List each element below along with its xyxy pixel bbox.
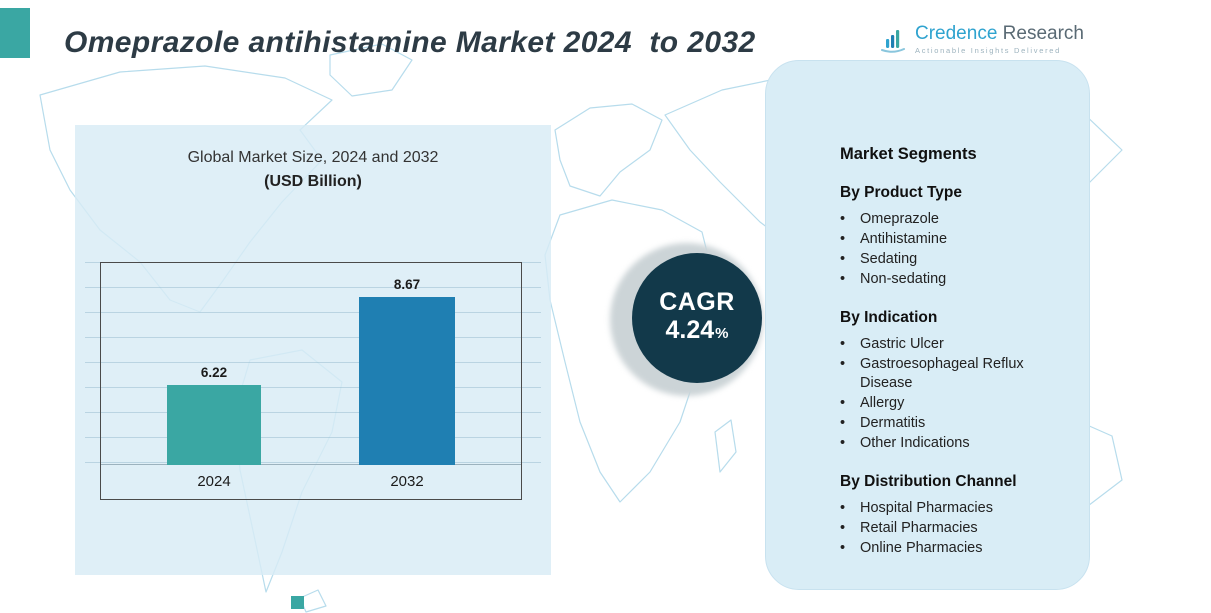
bar-2032 [359, 296, 455, 465]
segment-item: • Online Pharmacies [840, 539, 1061, 558]
segment-item: • Gastroesophageal Reflux Disease [840, 355, 1061, 393]
bottom-accent-square [291, 596, 304, 609]
bar-group-2024: 6.22 2024 [167, 263, 261, 490]
bullet-icon: • [840, 415, 846, 431]
segment-item: • Gastric Ulcer [840, 335, 1061, 354]
cagr-percent-sign: % [715, 325, 729, 342]
bullet-icon: • [840, 231, 846, 247]
chart-subtitle: (USD Billion) [264, 173, 362, 190]
bullet-icon: • [840, 211, 846, 227]
bullet-icon: • [840, 356, 846, 372]
bullet-icon: • [840, 500, 846, 516]
segment-heading: By Indication [840, 309, 938, 326]
bar-chart-frame: 6.22 2024 8.67 2032 [100, 262, 522, 500]
market-size-panel: Global Market Size, 2024 and 2032 (USD B… [75, 125, 551, 575]
segment-item: • Retail Pharmacies [840, 519, 1061, 538]
bullet-icon: • [840, 520, 846, 536]
brand-primary: Credence [915, 23, 998, 44]
segment-item-label: Omeprazole [860, 211, 939, 227]
segment-item: • Hospital Pharmacies [840, 499, 1061, 518]
cagr-badge: CAGR 4.24 % [632, 253, 762, 383]
corner-accent-square [0, 8, 30, 58]
bullet-icon: • [840, 336, 846, 352]
bar-2024 [167, 384, 261, 465]
segment-item: • Non-sedating [840, 270, 1061, 289]
bar-value-label: 8.67 [393, 276, 421, 292]
segment-item-label: Allergy [860, 395, 905, 411]
bullet-icon: • [840, 251, 846, 267]
chart-title: Global Market Size, 2024 and 2032 [187, 149, 439, 166]
logo-chart-icon [881, 30, 905, 53]
segment-item-label: Online Pharmacies [860, 540, 983, 556]
segment-item: • Allergy [840, 394, 1061, 413]
bar-category-label: 2032 [390, 473, 424, 490]
segment-item: • Sedating [840, 250, 1061, 269]
bullet-icon: • [840, 395, 846, 411]
segment-item: • Omeprazole [840, 210, 1061, 229]
x-axis-line [101, 464, 521, 465]
segment-heading: By Distribution Channel [840, 473, 1017, 490]
bullet-icon: • [840, 435, 846, 451]
bar-group-2032: 8.67 2032 [359, 263, 455, 490]
segments-title: Market Segments [840, 145, 977, 163]
segment-item-label: Gastroesophageal Reflux Disease [860, 356, 1024, 391]
segment-item-label: Gastric Ulcer [860, 336, 944, 352]
segments-panel: Market Segments By Product Type • Omepra… [765, 60, 1090, 590]
segment-item-label: Retail Pharmacies [860, 520, 978, 536]
page-title: Omeprazole antihistamine Market 2024 to … [64, 26, 756, 59]
logo-wordmark: Credence Research [915, 24, 1084, 44]
segment-section-distribution: By Distribution Channel • Hospital Pharm… [840, 473, 1061, 558]
credence-logo: Credence Research Actionable Insights De… [878, 24, 1084, 55]
segment-heading: By Product Type [840, 184, 963, 201]
bar-category-label: 2024 [197, 473, 231, 490]
bar-value-label: 6.22 [200, 364, 228, 380]
segment-item-label: Sedating [860, 251, 918, 267]
segment-item-label: Hospital Pharmacies [860, 500, 993, 516]
segment-section-product-type: By Product Type • Omeprazole • Antihista… [840, 184, 1061, 289]
cagr-label: CAGR [659, 288, 735, 316]
chart-gridlines [85, 262, 541, 463]
cagr-value: 4.24 [665, 316, 715, 344]
logo-tagline: Actionable Insights Delivered [915, 46, 1062, 55]
segment-item-label: Other Indications [860, 435, 970, 451]
logo-text: Credence Research Actionable Insights De… [915, 24, 1084, 56]
segment-item: • Antihistamine [840, 230, 1061, 249]
brand-secondary: Research [1002, 23, 1084, 44]
segment-section-indication: By Indication • Gastric Ulcer • Gastroes… [840, 309, 1061, 453]
bullet-icon: • [840, 540, 846, 556]
bullet-icon: • [840, 271, 846, 287]
segment-item-label: Non-sedating [860, 271, 947, 287]
segment-item-label: Dermatitis [860, 415, 926, 431]
segment-item: • Dermatitis [840, 414, 1061, 433]
segment-item: • Other Indications [840, 434, 1061, 453]
cagr-value-row: 4.24 % [665, 316, 728, 348]
segment-item-label: Antihistamine [860, 231, 948, 247]
